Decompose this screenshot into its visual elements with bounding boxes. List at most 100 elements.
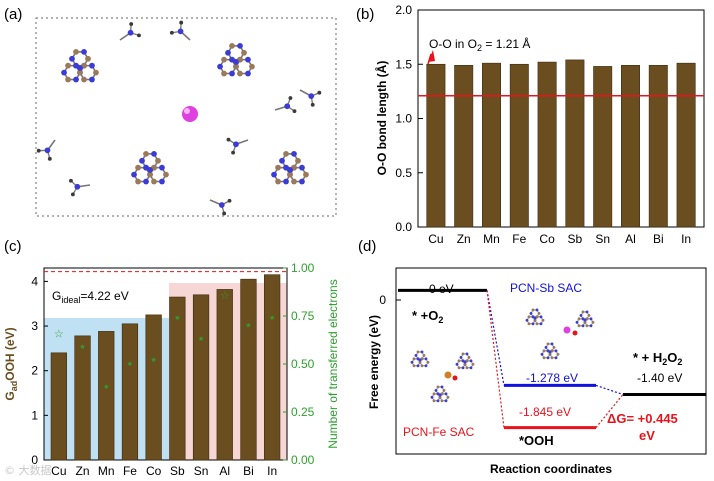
hydrogen-atom (317, 90, 322, 95)
d-sb-connector-2 (595, 384, 624, 396)
chart-b-ytick-label: 0.0 (395, 220, 412, 234)
chart-b-xtick-label: Sn (595, 232, 610, 246)
carbon-atom (416, 350, 420, 354)
nitrogen-atom (139, 157, 145, 164)
carbon-atom (471, 362, 475, 366)
carbon-atom (237, 70, 243, 77)
nitrogen-atom (299, 164, 305, 171)
nitrogen-atom (525, 318, 529, 322)
carbon-atom (221, 56, 227, 63)
nitrogen-atom (548, 350, 552, 354)
carbon-atom (77, 69, 83, 76)
nitrogen-atom (233, 141, 239, 148)
hydrogen-atom (292, 109, 297, 114)
d-delta-g: ΔG= +0.445 (607, 411, 678, 426)
carbon-atom (287, 171, 293, 178)
chart-c-electron-point: ★ (103, 383, 109, 391)
carbon-atom (583, 320, 587, 324)
nitrogen-atom (430, 395, 434, 399)
carbon-atom (440, 399, 444, 403)
carbon-atom (546, 342, 550, 346)
nitrogen-atom (434, 388, 438, 392)
carbon-atom (541, 318, 545, 322)
nitrogen-atom (69, 55, 75, 62)
nitrogen-atom (550, 342, 554, 346)
chart-c-xtick-label: Cu (51, 464, 66, 478)
carbon-atom (135, 178, 141, 185)
chart-b-xtick-label: Sb (568, 232, 583, 246)
chart-c-ytick-label: 0 (31, 453, 38, 467)
nitrogen-atom (424, 364, 428, 368)
hydrogen-atom (222, 211, 227, 216)
carbon-atom (533, 318, 537, 322)
panel-c-label: (c) (4, 238, 22, 255)
nitrogen-atom (89, 62, 95, 69)
nitrogen-atom (131, 171, 137, 178)
chart-c-electron-points: ☆ ★ ★ ★ ★ ★ ★ ☆ ★ ★ (54, 290, 275, 391)
nitrogen-atom (308, 93, 315, 100)
chart-c-bar (121, 323, 139, 461)
chart-c-electron-point: ★ (245, 322, 251, 330)
carbon-atom (585, 324, 589, 328)
chart-d-frame (395, 267, 707, 455)
nitrogen-atom (410, 360, 414, 364)
chart-c-bar (98, 331, 115, 461)
chart-c-electron-point: ★ (198, 335, 204, 343)
chart-d-ylabel: Free energy (eV) (367, 315, 381, 409)
chart-c-xtick-label: Co (146, 464, 162, 478)
nitrogen-atom (299, 178, 305, 185)
chart-c-x-axis: Cu Zn Mn Fe Co Sb Sn Al Bi In (51, 464, 277, 478)
nitrogen-atom (177, 28, 184, 35)
nitrogen-atom (416, 364, 420, 368)
nitrogen-atom (554, 349, 558, 353)
chart-c-bar (216, 289, 233, 461)
chart-b-x-axis: Cu Zn Mn Fe Co Sb Sn Al Bi In (428, 232, 691, 246)
carbon-atom (85, 55, 91, 62)
oxygen-atom (452, 375, 458, 381)
nitrogen-atom (459, 355, 463, 359)
d-fe-connector-2 (595, 394, 624, 428)
chart-b-xtick-label: Zn (457, 232, 471, 246)
chart-b-bar (648, 65, 668, 228)
chart-d-paths (398, 288, 706, 430)
nitrogen-atom (218, 202, 225, 208)
oxygen-atom (572, 330, 578, 336)
carbon-atom (303, 171, 309, 178)
nitrogen-atom (233, 59, 239, 65)
carbon-atom (275, 164, 281, 171)
chart-c-ytick-label: 2 (31, 364, 38, 378)
carbon-atom (65, 76, 71, 83)
carbon-atom (291, 178, 297, 185)
carbon-atom (542, 349, 546, 353)
nitrogen-atom (73, 76, 79, 83)
carbon-atom (527, 322, 531, 326)
panel-d-label: (d) (358, 238, 376, 255)
carbon-atom (73, 48, 79, 55)
chart-c-bar (145, 314, 162, 461)
chart-b-ytick-label: 1.5 (395, 57, 412, 71)
chart-b-y-axis: 0.0 0.5 1.0 1.5 2.0 (395, 3, 423, 234)
carbon-atom (463, 362, 467, 366)
chart-b-bar (676, 62, 696, 228)
nitrogen-atom (147, 167, 153, 173)
chart-d-xlabel: Reaction coordinates (490, 462, 612, 476)
carbon-atom (93, 69, 99, 76)
hydrogen-atom (227, 198, 232, 203)
nitrogen-atom (444, 399, 448, 403)
chart-b-ytick-label: 1.0 (395, 112, 412, 126)
carbon-atom (587, 313, 591, 317)
chart-b-xtick-label: Bi (653, 232, 664, 246)
d-ooh-label: *OOH (519, 433, 554, 448)
carbon-atom (283, 150, 289, 157)
carbon-atom (591, 320, 595, 324)
hydrogen-atom (47, 156, 52, 161)
panel-a-frame (35, 17, 337, 217)
d-start-species: * +O2 (412, 308, 443, 325)
carbon-atom (81, 76, 87, 83)
nitrogen-atom (44, 147, 51, 154)
inset-pcn-sb-structure (525, 308, 595, 360)
d-end-energy: -1.40 eV (637, 371, 682, 385)
nitrogen-atom (61, 69, 67, 76)
carbon-atom (436, 385, 440, 389)
panel-a-label: (a) (4, 6, 22, 23)
